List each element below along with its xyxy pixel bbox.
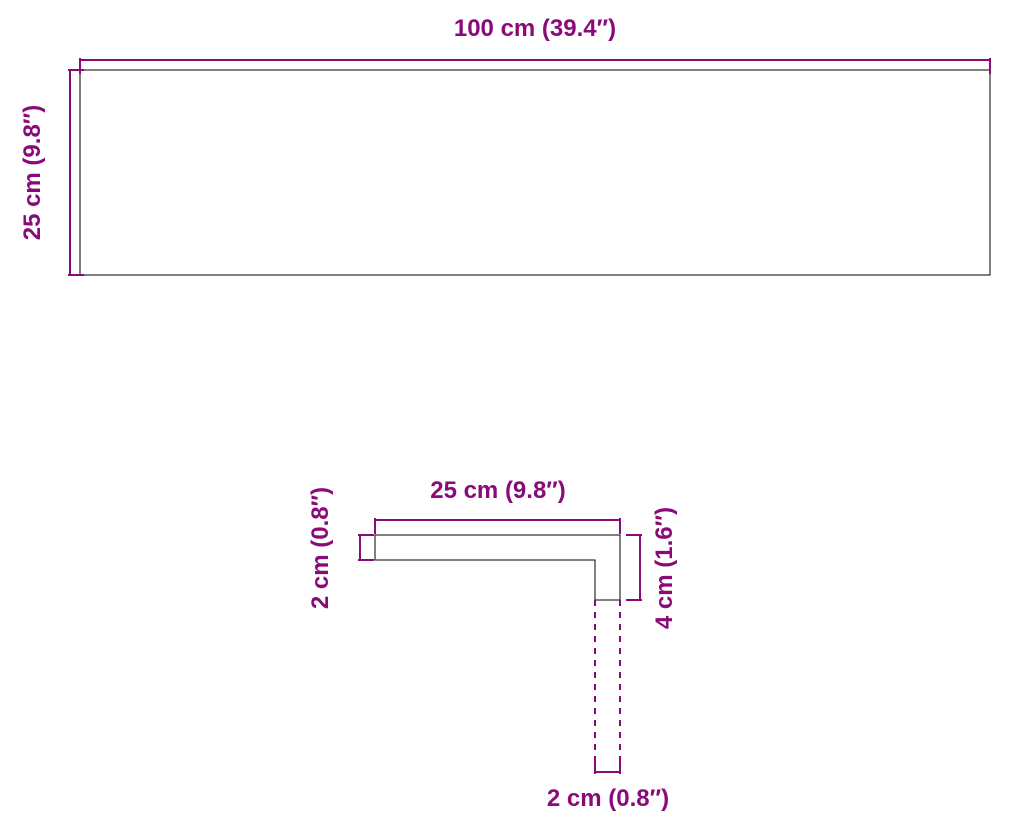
dim-width-100cm: 100 cm (39.4″)	[454, 15, 616, 42]
top-view-rect	[80, 70, 990, 275]
dim-profile-bottom-2cm: 2 cm (0.8″)	[547, 785, 669, 812]
dim-profile-4cm: 4 cm (1.6″)	[651, 507, 678, 629]
dim-profile-25cm: 25 cm (9.8″)	[430, 477, 566, 504]
dim-height-25cm: 25 cm (9.8″)	[19, 105, 46, 241]
profile-outline	[375, 535, 620, 600]
dimension-diagram: 100 cm (39.4″) 25 cm (9.8″) 25 cm (9.8″) 2 …	[0, 0, 1020, 836]
dim-profile-left-2cm: 2 cm (0.8″)	[307, 487, 334, 609]
